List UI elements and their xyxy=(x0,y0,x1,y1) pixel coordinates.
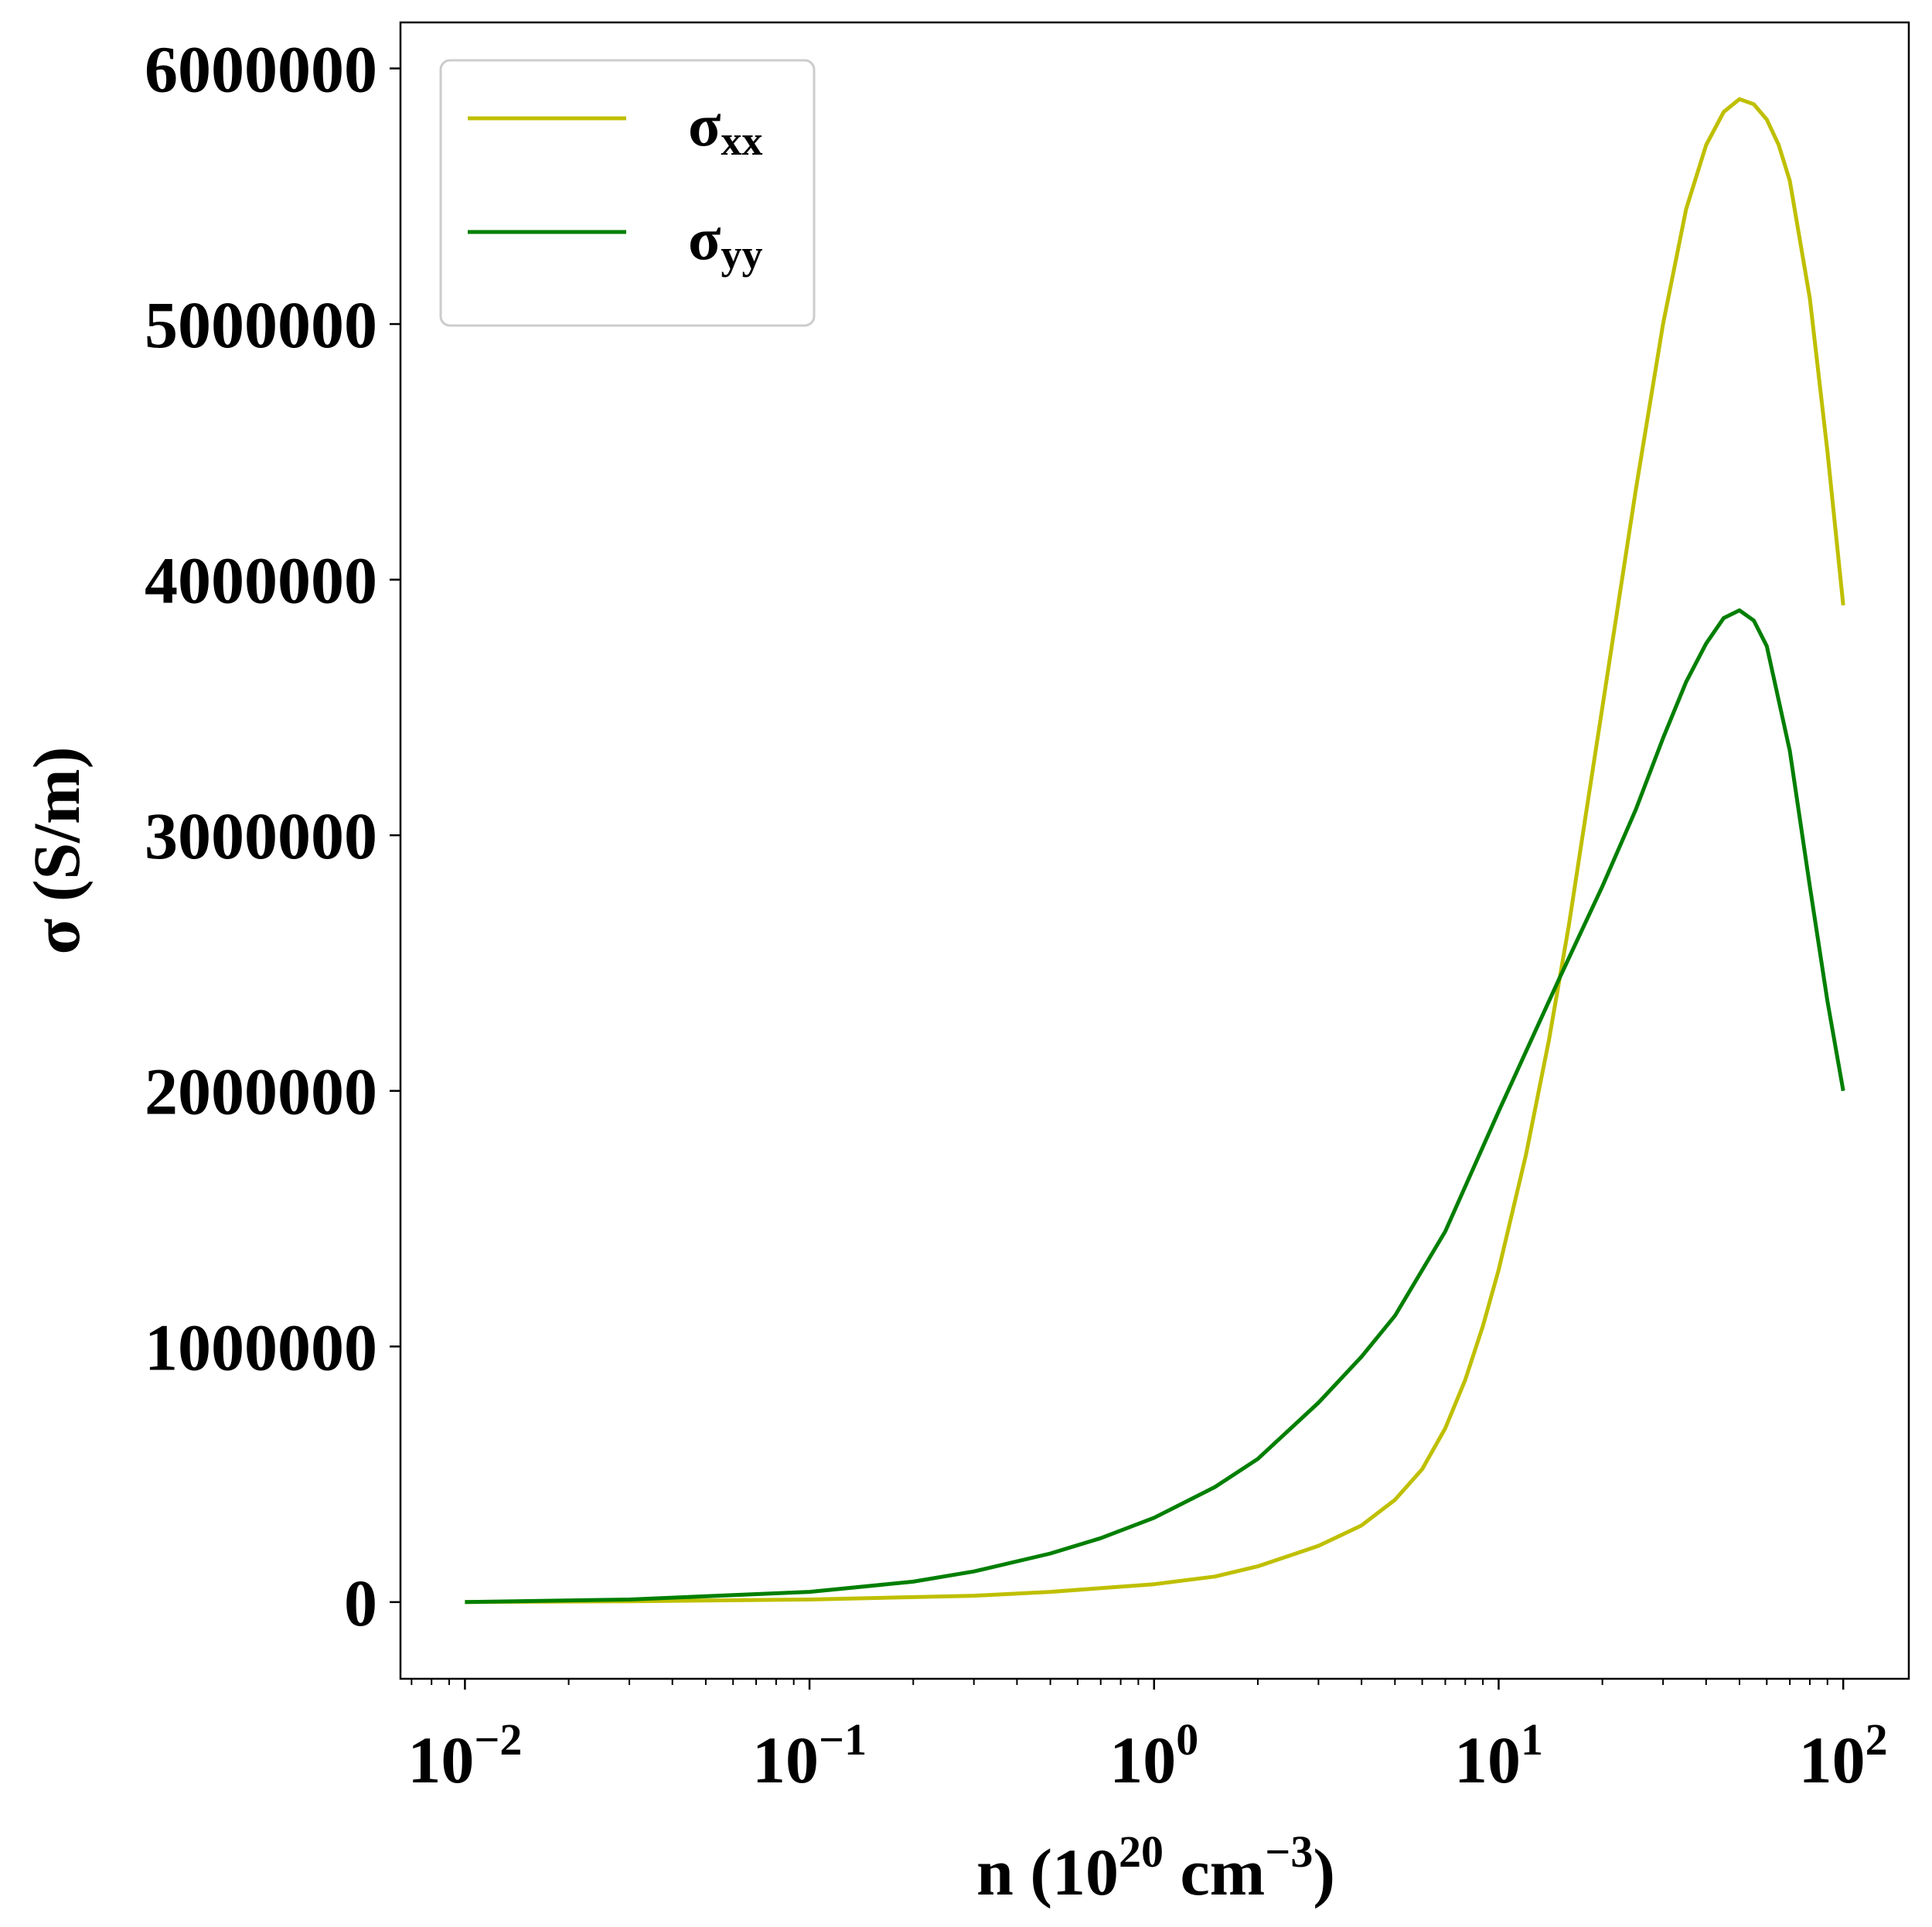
x-axis-label-exp2: −3 xyxy=(1265,1826,1313,1877)
x-tick-label-base: 10 xyxy=(407,1723,474,1797)
series-line-σyy xyxy=(465,608,1845,1605)
x-tick-label-exp: −1 xyxy=(819,1714,867,1765)
x-tick-label-exp: 1 xyxy=(1521,1714,1543,1765)
legend-box xyxy=(439,59,816,327)
legend-label-sigma-yy-sub: yy xyxy=(721,231,762,278)
x-tick-label-base: 10 xyxy=(1799,1723,1866,1797)
x-tick-label: 10−2 xyxy=(407,1714,522,1797)
x-tick-label: 10−1 xyxy=(752,1714,867,1797)
legend-label-sigma-yy: σyy xyxy=(688,205,762,278)
legend-label-sigma-xx-base: σ xyxy=(688,91,721,159)
y-tick-label: 2000000 xyxy=(145,1055,377,1129)
legend-label-sigma-xx: σxx xyxy=(688,91,762,164)
x-axis-label-base: n (10 xyxy=(976,1835,1119,1909)
legend: σxx σyy xyxy=(439,59,816,327)
x-tick-label: 100 xyxy=(1109,1714,1198,1797)
x-axis-label: n (1020 cm−3) xyxy=(976,1826,1335,1909)
x-tick-label-base: 10 xyxy=(1454,1723,1521,1797)
y-axis-label: σ (S/m) xyxy=(19,747,94,955)
y-tick-label: 4000000 xyxy=(145,544,377,618)
x-axis-label-end: ) xyxy=(1313,1835,1335,1909)
x-tick-label-base: 10 xyxy=(1109,1723,1176,1797)
x-axis-label-exp1: 20 xyxy=(1119,1826,1164,1877)
y-tick-label: 3000000 xyxy=(145,799,377,873)
series-layer xyxy=(465,97,1845,1605)
x-tick-label-base: 10 xyxy=(752,1723,819,1797)
y-tick-label: 0 xyxy=(344,1566,377,1640)
y-axis: 0 1000000 2000000 3000000 4000000 5000000 6000… xyxy=(145,32,400,1640)
x-tick-label-exp: 2 xyxy=(1866,1714,1888,1765)
series-line-σxx xyxy=(465,97,1845,1605)
x-axis: 10−2 10−1 100 101 102 xyxy=(407,1679,1888,1797)
x-tick-label: 102 xyxy=(1799,1714,1888,1797)
x-tick-label-exp: 0 xyxy=(1176,1714,1198,1765)
y-tick-label: 6000000 xyxy=(145,32,377,107)
x-axis-label-mid: cm xyxy=(1164,1835,1265,1909)
x-tick-label: 101 xyxy=(1454,1714,1543,1797)
legend-label-sigma-xx-sub: xx xyxy=(721,118,762,164)
legend-label-sigma-yy-base: σ xyxy=(688,205,721,272)
y-tick-label: 1000000 xyxy=(145,1310,377,1384)
y-tick-label: 5000000 xyxy=(145,288,377,362)
x-tick-label-exp: −2 xyxy=(474,1714,522,1765)
